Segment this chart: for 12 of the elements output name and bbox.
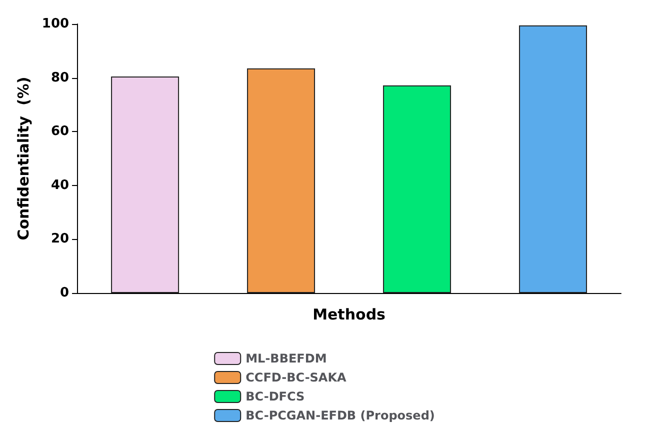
x-axis-title: Methods bbox=[312, 306, 386, 324]
y-tick-label: 40 bbox=[50, 178, 70, 193]
legend-label: ML-BBEFDM bbox=[246, 352, 327, 366]
legend-label: BC-DFCS bbox=[246, 390, 305, 404]
y-axis-title: Confidentiality (%) bbox=[14, 76, 32, 240]
y-tick-label: 80 bbox=[50, 70, 70, 86]
legend-label: BC-PCGAN-EFDB (Proposed) bbox=[246, 408, 435, 422]
y-tick-label: 100 bbox=[42, 16, 70, 32]
y-tick-label: 0 bbox=[60, 286, 70, 300]
legend-label: CCFD-BC-SAKA bbox=[246, 370, 348, 384]
y-tick-label: 60 bbox=[50, 124, 70, 140]
y-tick-label: 20 bbox=[50, 232, 70, 247]
